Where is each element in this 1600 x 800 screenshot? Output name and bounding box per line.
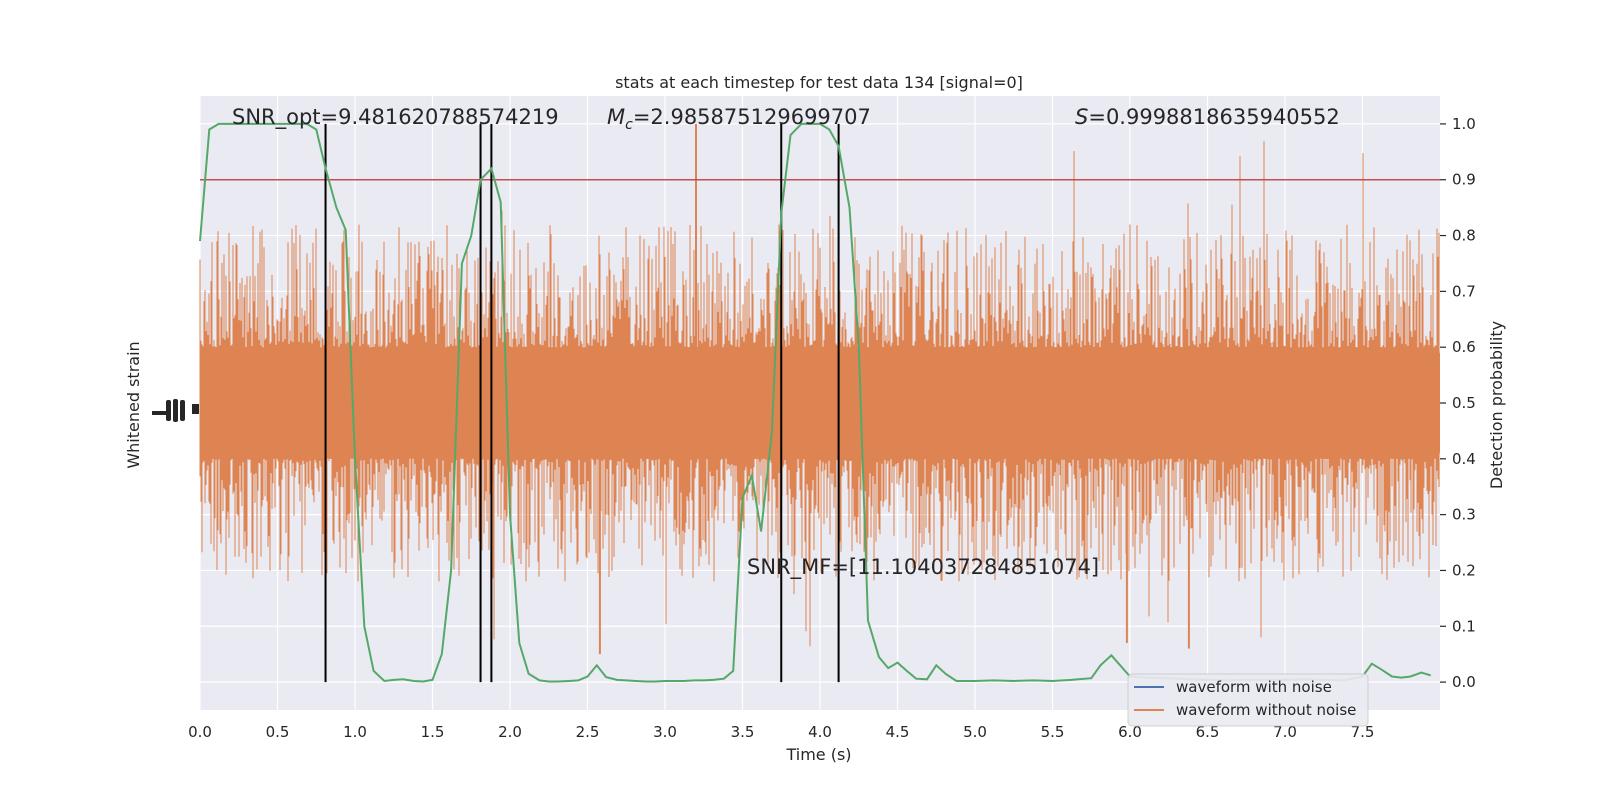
y-tick-label: 0.1 [1452, 617, 1476, 635]
y-tick-label: 0.8 [1452, 227, 1476, 245]
y-tick-label: 0.4 [1452, 450, 1476, 468]
chirp-mass-annotation: Mc=2.985875129699707 [607, 105, 871, 133]
x-tick-label: 1.0 [343, 723, 367, 741]
x-tick-label: 6.5 [1196, 723, 1220, 741]
chart-title: stats at each timestep for test data 134… [615, 73, 1023, 92]
x-tick-label: 1.5 [421, 723, 445, 741]
x-tick-label: 5.0 [963, 723, 987, 741]
y-tick-label: 0.7 [1452, 282, 1476, 300]
left-axis-tick-cluster [152, 399, 199, 422]
s-annotation: S=0.9998818635940552 [1075, 105, 1340, 129]
y-axis-right-ticks: 0.0 0.1 0.2 0.3 0.4 0.5 0.6 0.7 0.8 0.9 1.0 [1440, 115, 1476, 691]
vertical-lines [324, 123, 840, 683]
snr-opt-annotation: SNR_opt=9.481620788574219 [232, 105, 559, 130]
x-tick-label: 2.5 [576, 723, 600, 741]
legend-box [1127, 673, 1369, 727]
y-tick-label: 0.3 [1452, 506, 1476, 524]
strain-waveform-without-noise [199, 141, 1440, 647]
x-tick-label: 3.0 [653, 723, 677, 741]
snr-mf-annotation: SNR_MF=[11.104037284851074] [747, 555, 1099, 580]
x-tick-label: 0.5 [266, 723, 290, 741]
x-tick-label: 3.5 [731, 723, 755, 741]
x-tick-label: 2.0 [498, 723, 522, 741]
x-tick-label: 7.0 [1273, 723, 1297, 741]
legend: waveform with noise waveform without noi… [1127, 673, 1369, 727]
x-axis-ticks: 0.0 0.5 1.0 1.5 2.0 2.5 3.0 3.5 4.0 4.5 5.0 5.5 6.0 6… [188, 723, 1374, 741]
x-tick-label: 4.0 [808, 723, 832, 741]
y-tick-label: 0.0 [1452, 673, 1476, 691]
y-tick-label: 0.6 [1452, 338, 1476, 356]
y-axis-left-label: Whitened strain [124, 341, 143, 468]
x-tick-label: 4.5 [886, 723, 910, 741]
legend-label-without-noise: waveform without noise [1176, 701, 1356, 719]
y-tick-label: 0.5 [1452, 394, 1476, 412]
x-tick-label: 5.5 [1041, 723, 1065, 741]
y-axis-right-label: Detection probability [1487, 321, 1506, 489]
y-tick-label: 0.2 [1452, 561, 1476, 579]
x-tick-label: 0.0 [188, 723, 212, 741]
legend-label-with-noise: waveform with noise [1176, 678, 1332, 696]
y-tick-label: 0.9 [1452, 171, 1476, 189]
y-tick-label: 1.0 [1452, 115, 1476, 133]
x-tick-label: 6.0 [1118, 723, 1142, 741]
x-tick-label: 7.5 [1351, 723, 1375, 741]
x-axis-label: Time (s) [785, 745, 851, 764]
strain-series [199, 123, 1440, 655]
